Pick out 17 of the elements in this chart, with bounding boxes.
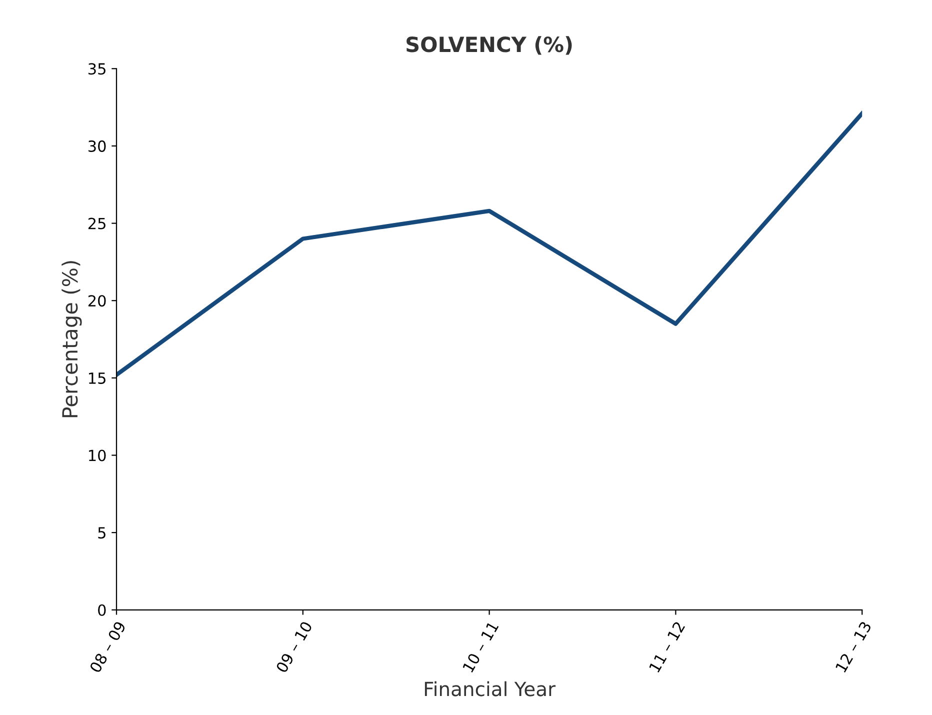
x-axis-title: Financial Year <box>424 681 556 696</box>
y-tick-label: 20 <box>88 295 106 307</box>
y-axis-title: Percentage (%) <box>62 261 82 418</box>
y-tick-label: 0 <box>98 604 106 616</box>
x-tick-label: 12 – 13 <box>835 620 872 673</box>
y-tick-label: 25 <box>88 218 106 230</box>
y-tick-label: 5 <box>98 527 106 539</box>
x-tick-label: 08 – 09 <box>89 620 126 674</box>
x-tick-label: 09 – 10 <box>276 620 313 674</box>
x-tick-label: 11 – 12 <box>648 621 685 673</box>
chart-title: SOLVENCY (%) <box>406 36 572 55</box>
y-tick-label: 15 <box>89 372 106 384</box>
y-tick-label: 35 <box>88 63 106 75</box>
y-tick-label: 10 <box>89 450 106 462</box>
line-series <box>116 111 862 377</box>
x-tick-label: 10 – 11 <box>462 620 499 673</box>
y-tick-label: 30 <box>88 140 106 152</box>
